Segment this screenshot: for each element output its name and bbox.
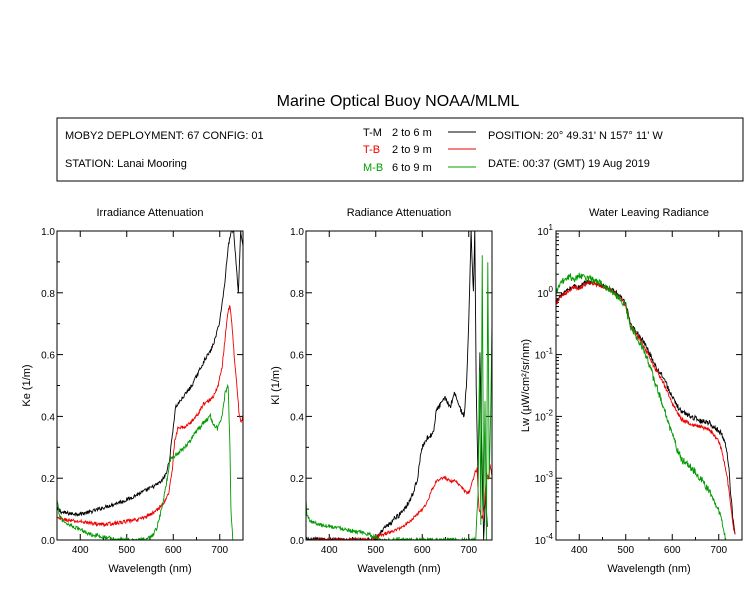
radiance-y-tick-label: 0.4 [290,412,304,423]
lw-y-tick-label: 10-1 [535,347,554,362]
lw-y-tick-label: 10-2 [535,408,554,423]
lw-x-tick-label: 500 [617,545,634,556]
lw-series-t-b [556,280,736,534]
radiance-series-m-b [306,255,492,540]
irradiance-y-tick-label: 0.6 [41,351,55,362]
station-label: STATION: Lanai Mooring [65,158,187,170]
irradiance-x-tick-label: 700 [211,545,228,556]
irradiance-panel-title: Irradiance Attenuation [96,207,203,219]
lw-x-tick-label: 400 [571,545,588,556]
lw-x-tick-label: 600 [664,545,681,556]
legend-range-t-m: 2 to 6 m [392,127,432,139]
radiance-y-tick-label: 0.8 [290,289,304,300]
radiance-x-tick-label: 500 [367,545,384,556]
irradiance-series-t-m [57,231,243,517]
radiance-attenuation-panel: Radiance Attenuation 400 500 600 700 0.0 0.2 0.… [270,207,493,575]
radiance-series-t-b [306,464,492,540]
irradiance-x-tick-label: 600 [165,545,182,556]
position-label: POSITION: 20° 49.31' N 157° 11' W [488,130,663,142]
date-label: DATE: 00:37 (GMT) 19 Aug 2019 [488,158,650,170]
radiance-y-tick-label: 0.2 [290,474,304,485]
info-box [56,117,744,182]
irradiance-y-axis-label: Ke (1/m) [21,364,33,406]
irradiance-y-tick-label: 0.0 [41,536,55,547]
legend-key-m-b: M-B [363,162,383,174]
radiance-y-tick-label: 1.0 [290,227,304,238]
lw-x-tick-label: 700 [710,545,727,556]
irradiance-y-tick-label: 0.8 [41,289,55,300]
legend-range-t-b: 2 to 9 m [392,144,432,156]
lw-x-axis-label: Wavelength (nm) [607,563,690,575]
irradiance-x-tick-label: 500 [118,545,135,556]
lw-y-tick-label: 100 [537,285,553,300]
radiance-x-axis-label: Wavelength (nm) [357,563,440,575]
lw-panel-title: Water Leaving Radiance [589,207,709,219]
water-leaving-radiance-panel: Water Leaving Radiance 400 500 600 700 10-4 10… [520,207,743,575]
deployment-label: MOBY2 DEPLOYMENT: 67 CONFIG: 01 [65,130,264,142]
irradiance-x-tick-label: 400 [72,545,89,556]
lw-plot-frame [555,230,743,541]
irradiance-series-m-b [57,383,234,540]
radiance-plot-frame [305,230,493,541]
radiance-y-axis-label: Kl (1/m) [270,366,282,405]
lw-y-tick-label: 10-4 [535,532,554,547]
lw-y-tick-label: 101 [537,223,553,238]
lw-series-t-m [556,279,736,535]
radiance-x-tick-label: 600 [414,545,431,556]
irradiance-y-tick-label: 0.2 [41,474,55,485]
figure-title: Marine Optical Buoy NOAA/MLML [277,93,520,110]
irradiance-y-tick-label: 1.0 [41,227,55,238]
legend-key-t-b: T-B [363,144,380,156]
radiance-x-tick-label: 400 [321,545,338,556]
irradiance-attenuation-panel: Irradiance Attenuation 400 500 600 700 0.0 0.2… [21,207,244,575]
radiance-x-tick-label: 700 [460,545,477,556]
irradiance-x-axis-label: Wavelength (nm) [108,563,191,575]
legend: T-M 2 to 6 m T-B 2 to 9 m M-B 6 to 9 m [363,127,476,174]
legend-range-m-b: 6 to 9 m [392,162,432,174]
lw-y-axis-label: Lw (µW/cm²/sr/nm) [520,339,532,432]
radiance-y-tick-label: 0.0 [290,536,304,547]
irradiance-series-t-b [57,305,243,527]
radiance-panel-title: Radiance Attenuation [347,207,452,219]
lw-series-m-b [556,272,727,540]
radiance-y-tick-label: 0.6 [290,351,304,362]
irradiance-plot-frame [56,230,244,541]
radiance-series-t-m [306,231,488,540]
irradiance-y-tick-label: 0.4 [41,412,55,423]
lw-y-tick-label: 10-3 [535,470,554,485]
legend-key-t-m: T-M [363,127,382,139]
